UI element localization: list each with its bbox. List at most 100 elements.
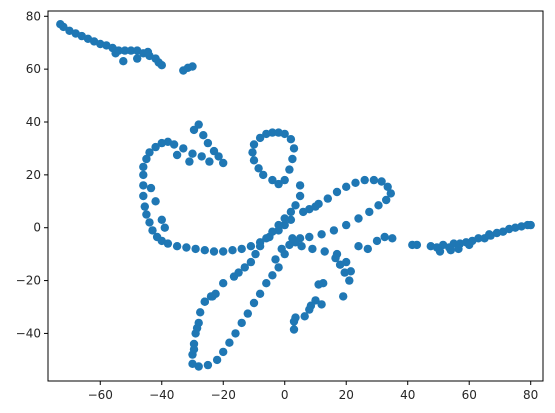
data-point <box>249 156 259 165</box>
data-point <box>196 308 205 317</box>
data-point <box>300 312 309 321</box>
data-point <box>268 175 277 185</box>
data-point <box>388 234 397 243</box>
data-point <box>139 181 148 190</box>
data-point <box>262 279 271 288</box>
data-point <box>231 329 240 338</box>
data-point <box>382 195 391 205</box>
data-point <box>251 249 260 259</box>
data-point <box>133 54 142 63</box>
data-point <box>254 164 263 173</box>
data-point <box>286 135 296 144</box>
data-point <box>354 242 363 251</box>
data-point <box>465 240 474 250</box>
data-point <box>145 148 154 157</box>
data-point <box>268 227 277 236</box>
data-point <box>182 243 191 252</box>
data-point <box>299 207 308 217</box>
data-point <box>297 242 306 251</box>
data-point <box>342 182 351 191</box>
x-tick-label: 60 <box>462 388 477 402</box>
data-point <box>145 218 154 227</box>
data-point <box>200 246 209 255</box>
data-point <box>249 140 259 149</box>
data-point <box>354 214 363 223</box>
data-point <box>219 247 228 256</box>
data-point <box>211 289 220 298</box>
data-point <box>372 236 382 246</box>
data-point <box>203 138 213 148</box>
data-point <box>289 144 299 153</box>
data-point <box>143 47 153 57</box>
data-point <box>305 232 314 242</box>
data-point <box>197 152 206 161</box>
y-tick-label: −40 <box>16 326 41 340</box>
data-point <box>191 244 200 254</box>
data-point <box>280 175 289 185</box>
data-point <box>332 187 342 197</box>
x-tick-label: −40 <box>149 388 174 402</box>
data-point <box>374 201 383 210</box>
data-point <box>192 323 202 333</box>
data-point <box>237 318 246 328</box>
x-tick-label: 80 <box>523 388 538 402</box>
data-point <box>189 125 199 135</box>
data-point <box>199 131 208 140</box>
data-point <box>271 255 280 264</box>
data-point <box>120 46 130 55</box>
data-point <box>289 317 299 326</box>
data-point <box>205 157 214 166</box>
plot-area <box>56 20 535 371</box>
data-point <box>139 170 148 180</box>
data-point <box>268 271 277 280</box>
data-point <box>331 253 340 263</box>
data-point <box>111 49 120 58</box>
data-point <box>295 181 305 190</box>
y-tick-label: 40 <box>26 115 41 129</box>
data-point <box>157 60 166 70</box>
data-point <box>288 234 297 243</box>
data-point <box>335 260 345 269</box>
data-point <box>139 191 148 201</box>
data-point <box>246 242 256 251</box>
data-point <box>255 133 265 143</box>
data-point <box>172 150 182 160</box>
x-tick-label: −20 <box>211 388 236 402</box>
data-point <box>365 207 374 217</box>
data-point <box>412 240 422 250</box>
data-point <box>280 214 289 223</box>
y-tick-label: −20 <box>16 274 41 288</box>
data-point <box>351 178 360 187</box>
data-point <box>363 244 372 254</box>
data-point <box>526 220 535 230</box>
data-point <box>262 129 271 139</box>
x-tick-label: 0 <box>281 388 289 402</box>
data-point <box>172 242 182 251</box>
data-point <box>380 232 389 242</box>
data-point <box>228 246 237 255</box>
data-point <box>248 148 257 157</box>
axes-frame <box>47 10 544 382</box>
data-point <box>474 234 483 243</box>
data-point <box>485 230 494 239</box>
data-point <box>142 154 151 164</box>
data-point <box>157 215 166 224</box>
data-point <box>386 189 395 198</box>
data-point <box>369 175 379 185</box>
data-point <box>323 194 332 203</box>
data-point <box>119 57 128 66</box>
data-point <box>295 191 305 201</box>
data-point <box>308 244 317 254</box>
data-point <box>285 240 294 250</box>
data-point <box>219 347 228 357</box>
data-point <box>140 202 149 211</box>
data-point <box>246 257 256 267</box>
data-point <box>286 207 296 217</box>
data-point <box>148 226 157 235</box>
data-point <box>212 355 222 365</box>
data-point <box>288 154 297 164</box>
data-point <box>383 182 392 191</box>
data-point <box>59 22 68 32</box>
data-point <box>339 292 348 301</box>
data-point <box>291 201 300 210</box>
